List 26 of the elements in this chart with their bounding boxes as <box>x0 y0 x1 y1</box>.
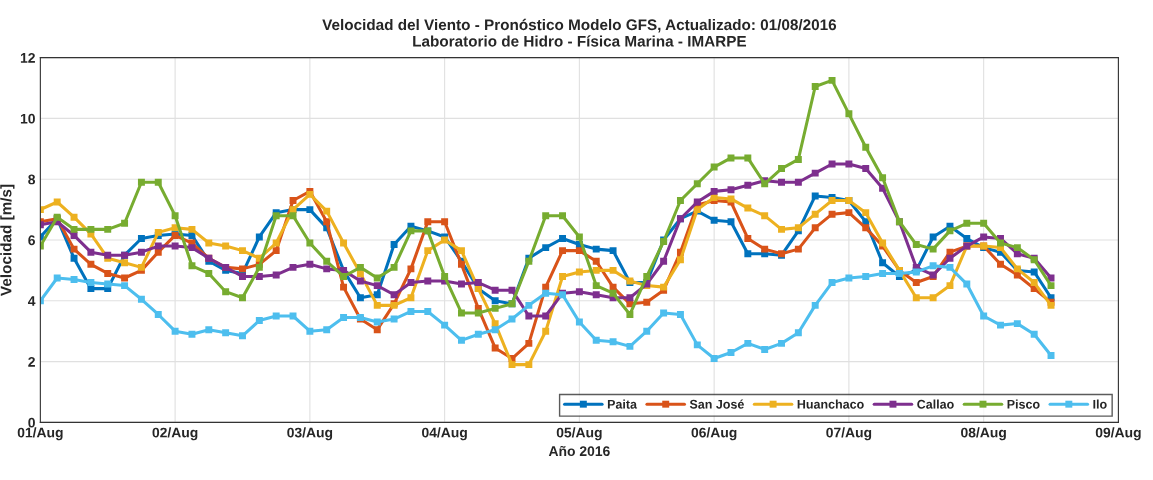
legend-label: Huanchaco <box>797 399 864 409</box>
y-tick-label: 6 <box>28 235 35 246</box>
x-tick-label: 07/Aug <box>826 427 872 441</box>
x-tick-label: 08/Aug <box>961 427 1006 441</box>
y-tick-label: 0 <box>28 417 35 428</box>
x-tick-label: 05/Aug <box>556 427 602 441</box>
x-tick-label: 04/Aug <box>422 427 467 441</box>
legend-label: San José <box>689 399 744 409</box>
y-tick-label: 4 <box>27 296 36 306</box>
x-tick-label: 02/Aug <box>152 427 198 441</box>
x-axis-title: Año 2016 <box>548 445 610 457</box>
legend-label: Callao <box>917 399 954 409</box>
legend-label: Ilo <box>1093 399 1107 409</box>
x-tick-label: 06/Aug <box>691 427 737 441</box>
y-tick-label: 2 <box>28 356 35 367</box>
legend-label: Paita <box>607 399 638 409</box>
x-tick-label: 03/Aug <box>287 427 333 441</box>
x-tick-label: 09/Aug <box>1095 427 1141 441</box>
chart-subtitle: Laboratorio de Hidro - Física Marina - IMARPE <box>413 35 747 47</box>
legend-label: Pisco <box>1007 399 1040 409</box>
chart-title: Velocidad del Viento - Pronóstico Modelo GFS, Actualizado: 01/08/2016 <box>322 18 837 33</box>
x-tick-label: 01/Aug <box>17 427 63 441</box>
y-tick-label: 8 <box>28 174 36 185</box>
y-tick-label: 12 <box>20 52 35 63</box>
y-tick-label: 10 <box>20 113 35 124</box>
y-axis-title: Velocidad [m/s] <box>0 184 15 296</box>
